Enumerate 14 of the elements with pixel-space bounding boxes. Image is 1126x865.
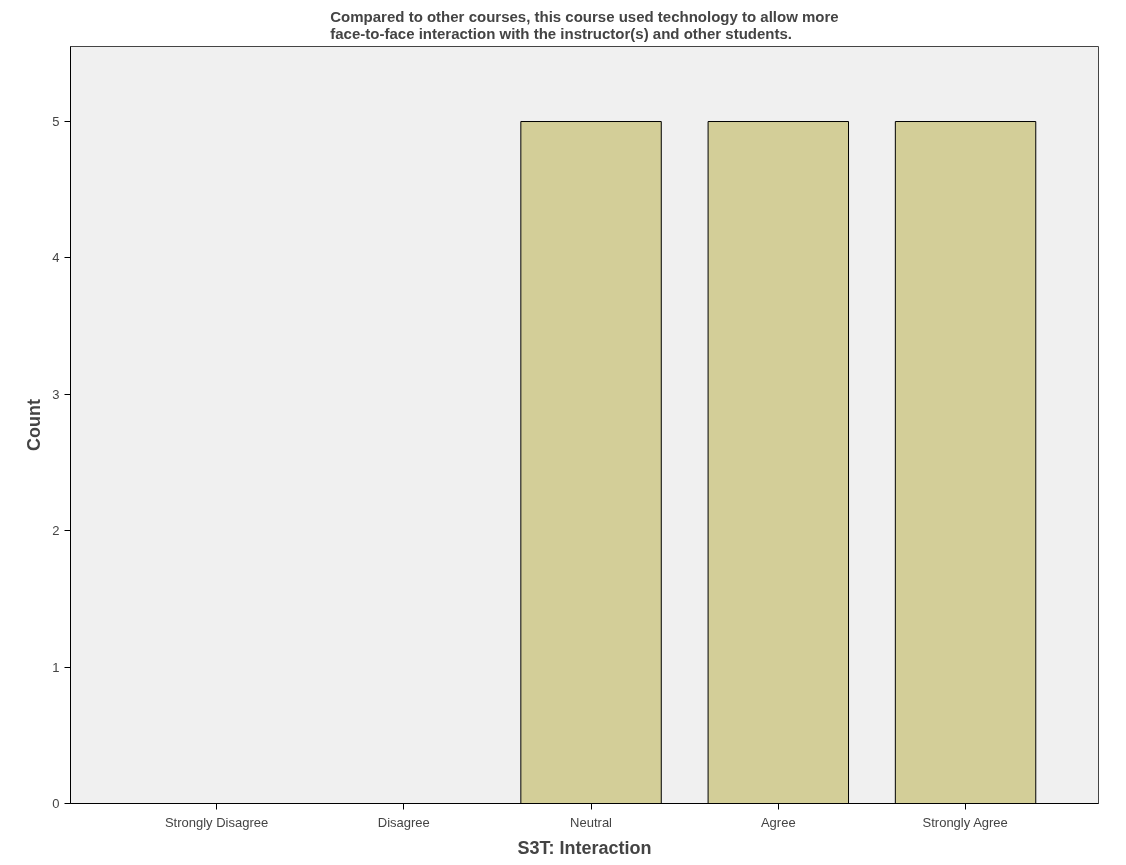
y-tick-label: 3 [52,386,60,402]
x-tick-label: Disagree [377,814,430,830]
y-tick-label: 4 [52,250,60,266]
x-tick-label: Agree [760,814,796,830]
y-tick-label: 1 [52,659,60,675]
x-tick-label: Strongly Agree [922,814,1008,830]
x-tick-label: Neutral [570,814,613,830]
y-axis-title: Count [24,399,45,451]
x-axis-title: S3T: Interaction [517,837,652,858]
x-tick-label: Strongly Disagree [164,814,269,830]
y-tick-label: 2 [52,523,60,539]
y-tick-label: 0 [52,796,60,811]
y-tick-label: 5 [52,114,60,130]
chart-title: Compared to other courses, this course used technology to allow more face-to-face interaction with the instructor(s) and other students. [330,7,839,42]
